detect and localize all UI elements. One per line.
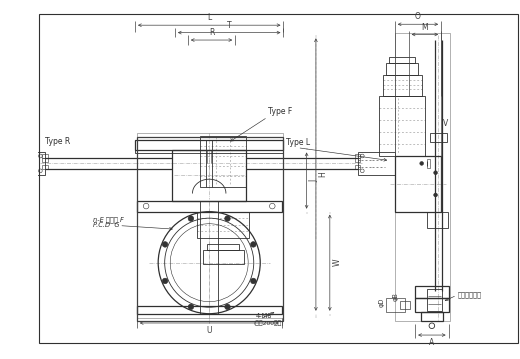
Bar <box>355 165 360 169</box>
Bar <box>135 140 283 149</box>
Text: 4-M8: 4-M8 <box>256 313 272 320</box>
Bar <box>395 156 441 212</box>
Bar <box>355 158 360 162</box>
Text: H: H <box>319 172 328 177</box>
Bar <box>137 201 281 212</box>
Text: Type R: Type R <box>45 137 70 146</box>
Bar <box>395 33 450 321</box>
Text: M: M <box>422 23 428 32</box>
Text: V: V <box>443 119 448 128</box>
Bar <box>200 136 246 187</box>
Bar <box>389 57 415 63</box>
Text: R: R <box>209 28 214 37</box>
Circle shape <box>188 216 194 222</box>
Text: U: U <box>206 326 212 335</box>
Bar <box>386 298 405 312</box>
Bar <box>137 306 281 314</box>
Bar <box>172 149 246 201</box>
Circle shape <box>225 304 230 309</box>
Bar <box>427 289 442 311</box>
Text: J: J <box>309 180 318 182</box>
Text: n-E キリ径 F: n-E キリ径 F <box>93 216 124 223</box>
Circle shape <box>162 242 168 247</box>
Bar <box>415 298 449 312</box>
Circle shape <box>251 278 256 284</box>
Bar <box>137 137 283 321</box>
Bar <box>197 212 249 238</box>
Bar <box>427 159 430 168</box>
Bar <box>135 149 283 153</box>
Bar <box>358 152 395 174</box>
Bar <box>430 133 447 142</box>
Circle shape <box>434 193 437 197</box>
Bar <box>42 154 48 158</box>
Bar <box>379 96 425 156</box>
Bar <box>383 75 422 96</box>
Bar <box>203 250 243 264</box>
Bar <box>42 165 48 169</box>
Bar <box>355 154 360 158</box>
Circle shape <box>434 171 437 174</box>
Bar <box>400 301 410 309</box>
Text: O: O <box>415 13 421 22</box>
Text: Type F: Type F <box>268 107 292 116</box>
Circle shape <box>251 242 256 247</box>
Bar <box>421 312 443 321</box>
Text: W: W <box>333 259 342 266</box>
Bar <box>8 152 45 174</box>
Circle shape <box>188 304 194 309</box>
Text: φD: φD <box>379 298 385 307</box>
Bar <box>207 244 239 250</box>
Bar <box>427 212 448 228</box>
Bar <box>415 286 449 298</box>
Text: P.C.D  G: P.C.D G <box>93 223 120 228</box>
Text: T: T <box>227 21 231 30</box>
Text: (口径200以上): (口径200以上) <box>254 320 284 326</box>
Text: A: A <box>429 338 435 347</box>
Bar <box>386 63 418 75</box>
Text: L: L <box>207 13 211 22</box>
Bar <box>42 158 48 162</box>
Text: シールサイド: シールサイド <box>458 292 482 298</box>
Circle shape <box>225 216 230 222</box>
Bar <box>137 133 283 318</box>
Circle shape <box>420 162 423 165</box>
Circle shape <box>162 278 168 284</box>
Text: Type L: Type L <box>286 138 310 147</box>
Text: φB: φB <box>393 293 399 302</box>
